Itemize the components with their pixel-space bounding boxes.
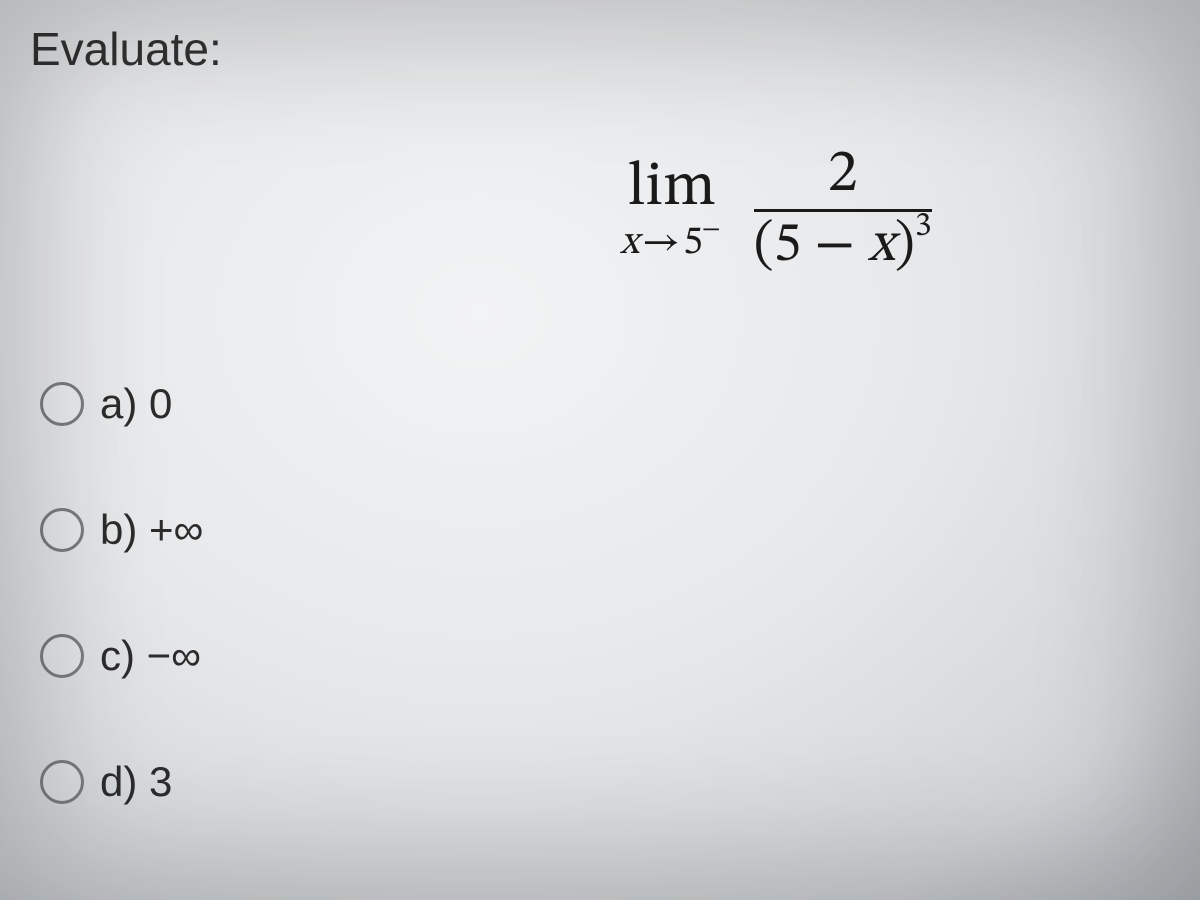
lim-arrow: →: [640, 223, 683, 263]
limit-expression: lim x→5− 2 (5 − x)3: [620, 145, 932, 274]
lim-side: −: [702, 217, 722, 243]
denom-open: (: [754, 218, 774, 274]
limit-operator: lim x→5−: [620, 157, 724, 263]
option-a[interactable]: a) 0: [40, 380, 203, 428]
lim-subscript: x→5−: [620, 223, 724, 263]
question-prompt: Evaluate:: [30, 22, 222, 76]
denom-exp: 3: [915, 210, 932, 244]
denom-var: x: [868, 218, 895, 274]
denom-const: 5: [774, 218, 802, 274]
option-d[interactable]: d) 3: [40, 758, 203, 806]
denom-minus: −: [801, 218, 868, 274]
radio-icon[interactable]: [40, 760, 84, 804]
option-c[interactable]: c) −∞: [40, 632, 203, 680]
denominator: (5 − x)3: [754, 212, 932, 274]
option-a-label: a) 0: [100, 380, 172, 428]
option-d-label: d) 3: [100, 758, 172, 806]
option-c-label: c) −∞: [100, 632, 201, 680]
denom-close: ): [895, 218, 915, 274]
option-b[interactable]: b) +∞: [40, 506, 203, 554]
lim-var: x: [620, 223, 640, 263]
radio-icon[interactable]: [40, 382, 84, 426]
radio-icon[interactable]: [40, 634, 84, 678]
lim-value: 5: [683, 223, 704, 263]
fraction: 2 (5 − x)3: [754, 145, 932, 274]
answer-options: a) 0 b) +∞ c) −∞ d) 3: [40, 380, 203, 806]
numerator: 2: [822, 145, 864, 209]
option-b-label: b) +∞: [100, 506, 203, 554]
lim-label: lim: [628, 157, 716, 219]
radio-icon[interactable]: [40, 508, 84, 552]
